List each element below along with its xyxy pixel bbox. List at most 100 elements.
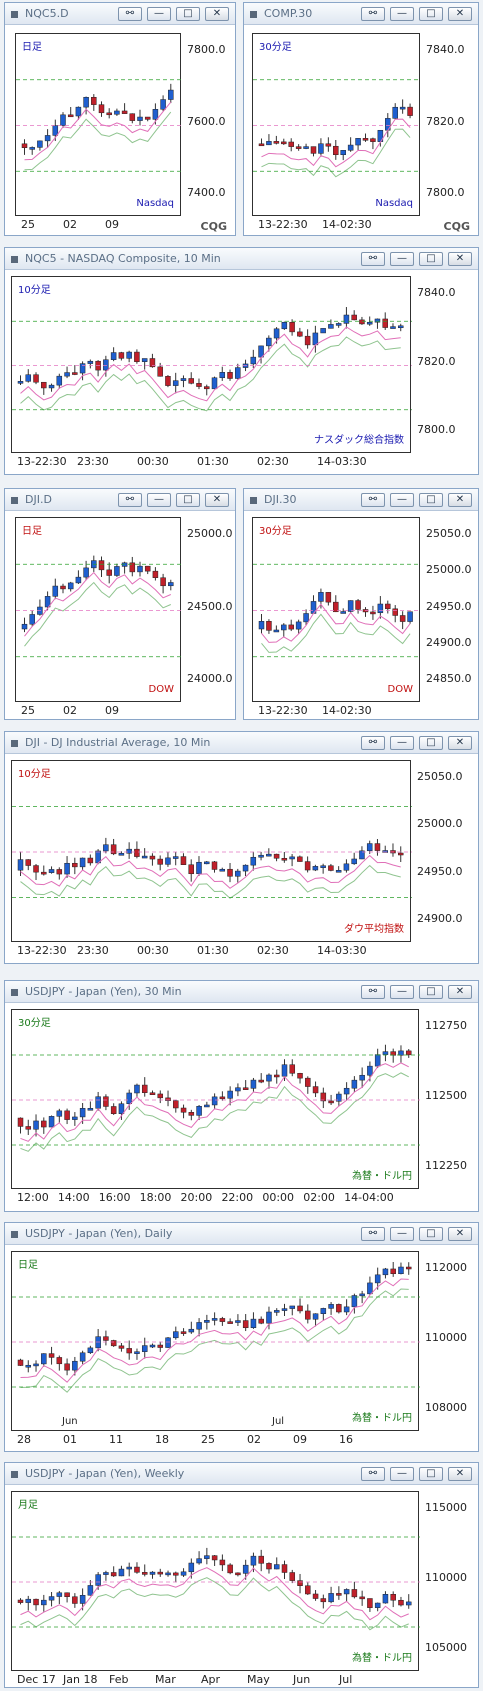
candle-body	[83, 96, 89, 108]
close-button[interactable]: ✕	[205, 7, 229, 21]
maximize-button[interactable]: □	[419, 1467, 443, 1481]
chart-window-w1[interactable]: NQC5.D ⚯ — □ ✕ 日足 Nasdaq 7800.0 7600.0 7400.0 25 02…	[4, 2, 236, 236]
chart-plot-area[interactable]: 日足 Nasdaq	[15, 33, 182, 216]
link-icon[interactable]: ⚯	[118, 7, 142, 21]
link-icon[interactable]: ⚯	[361, 1467, 385, 1481]
y-axis-tick: 112750	[425, 1019, 467, 1032]
minimize-button[interactable]: —	[390, 252, 414, 266]
window-menu-icon[interactable]	[11, 1471, 18, 1478]
window-menu-icon[interactable]	[11, 1231, 18, 1238]
chart-plot-area[interactable]: 30分足 為替・ドル円	[11, 1009, 420, 1189]
chart-window-w9[interactable]: USDJPY - Japan (Yen), Weekly ⚯ — □ ✕ 月足 為替・ドル円…	[4, 1462, 479, 1688]
candle-body	[17, 1117, 24, 1127]
window-menu-icon[interactable]	[11, 740, 18, 747]
window-title-bar[interactable]: NQC5 - NASDAQ Composite, 10 Min ⚯ — □ ✕	[5, 248, 478, 270]
minimize-button[interactable]: —	[390, 7, 414, 21]
link-icon[interactable]: ⚯	[361, 1227, 385, 1241]
window-menu-icon[interactable]	[11, 497, 18, 504]
candle-body	[325, 143, 332, 147]
close-button[interactable]: ✕	[448, 985, 472, 999]
minimize-button[interactable]: —	[390, 1467, 414, 1481]
candle-body	[227, 1564, 233, 1574]
candle-body	[397, 325, 404, 329]
link-icon[interactable]: ⚯	[361, 985, 385, 999]
candle-body	[250, 1079, 257, 1089]
y-axis-tick: 110000	[425, 1331, 467, 1344]
candle-body	[25, 1364, 32, 1368]
maximize-button[interactable]: □	[419, 252, 443, 266]
link-icon[interactable]: ⚯	[361, 252, 385, 266]
x-axis-tick: 02	[247, 1433, 261, 1446]
minimize-button[interactable]: —	[390, 985, 414, 999]
candle-body	[60, 585, 66, 590]
close-button[interactable]: ✕	[448, 736, 472, 750]
chart-plot-area[interactable]: 30分足 DOW	[252, 517, 421, 702]
chart-plot-area[interactable]: 10分足 ナスダック総合指数	[11, 276, 412, 453]
window-menu-icon[interactable]	[11, 256, 18, 263]
candle-body	[172, 856, 179, 859]
window-title-bar[interactable]: USDJPY - Japan (Yen), 30 Min ⚯ — □ ✕	[5, 981, 478, 1003]
maximize-button[interactable]: □	[419, 7, 443, 21]
chart-window-w4[interactable]: DJI.D ⚯ — □ ✕ 日足 DOW 25000.0 24500.0 24000.0 25 02 0…	[4, 488, 236, 720]
candle-body	[204, 1104, 210, 1108]
chart-window-w6[interactable]: DJI - DJ Industrial Average, 10 Min ⚯ — □ ✕ 1…	[4, 731, 479, 964]
minimize-button[interactable]: —	[390, 736, 414, 750]
moving-average-line	[24, 581, 171, 647]
chart-plot-area[interactable]: 10分足 ダウ平均指数	[11, 760, 412, 942]
y-axis-tick: 112500	[425, 1089, 467, 1102]
link-icon[interactable]: ⚯	[361, 493, 385, 507]
candle-body	[273, 853, 280, 859]
close-button[interactable]: ✕	[448, 7, 472, 21]
window-title-bar[interactable]: USDJPY - Japan (Yen), Weekly ⚯ — □ ✕	[5, 1463, 478, 1485]
chart-plot-area[interactable]: 30分足 Nasdaq	[252, 33, 421, 216]
chart-plot-area[interactable]: 月足 為替・ドル円	[11, 1491, 420, 1671]
timeframe-label: 月足	[18, 1500, 38, 1511]
link-icon[interactable]: ⚯	[361, 7, 385, 21]
window-title-bar[interactable]: NQC5.D ⚯ — □ ✕	[5, 3, 235, 25]
link-icon[interactable]: ⚯	[118, 493, 142, 507]
minimize-button[interactable]: —	[390, 1227, 414, 1241]
link-icon[interactable]: ⚯	[361, 736, 385, 750]
close-button[interactable]: ✕	[205, 493, 229, 507]
candle-body	[72, 862, 78, 868]
candle-body	[320, 1598, 327, 1603]
chart-plot-area[interactable]: 日足 DOW	[15, 517, 182, 702]
maximize-button[interactable]: □	[419, 736, 443, 750]
maximize-button[interactable]: □	[419, 1227, 443, 1241]
close-button[interactable]: ✕	[448, 1227, 472, 1241]
y-axis-tick: 7400.0	[187, 186, 226, 199]
minimize-button[interactable]: —	[147, 493, 171, 507]
window-title-bar[interactable]: COMP.30 ⚯ — □ ✕	[244, 3, 478, 25]
minimize-button[interactable]: —	[390, 493, 414, 507]
candle-body	[103, 1096, 109, 1107]
candle-body	[106, 112, 112, 116]
close-button[interactable]: ✕	[448, 1467, 472, 1481]
window-title-bar[interactable]: DJI.D ⚯ — □ ✕	[5, 489, 235, 511]
close-button[interactable]: ✕	[448, 493, 472, 507]
chart-window-w2[interactable]: COMP.30 ⚯ — □ ✕ 30分足 Nasdaq 7840.0 7820.0 7800.0 1…	[243, 2, 479, 236]
chart-plot-area[interactable]: 日足 為替・ドル円 Jun Jul	[11, 1251, 420, 1431]
maximize-button[interactable]: □	[176, 7, 200, 21]
candle-body	[258, 1318, 264, 1324]
window-menu-icon[interactable]	[11, 989, 18, 996]
candle-body	[25, 1126, 32, 1130]
candle-body	[392, 608, 398, 616]
window-menu-icon[interactable]	[250, 497, 257, 504]
window-title-bar[interactable]: DJI.30 ⚯ — □ ✕	[244, 489, 478, 511]
candle-body	[165, 1097, 171, 1101]
chart-window-w3[interactable]: NQC5 - NASDAQ Composite, 10 Min ⚯ — □ ✕ 10分足ナ…	[4, 247, 479, 475]
chart-window-w8[interactable]: USDJPY - Japan (Yen), Daily ⚯ — □ ✕ 日足 為替・ドル円 J…	[4, 1222, 479, 1452]
minimize-button[interactable]: —	[147, 7, 171, 21]
x-axis-month: Jun	[62, 1416, 78, 1427]
window-title-bar[interactable]: USDJPY - Japan (Yen), Daily ⚯ — □ ✕	[5, 1223, 478, 1245]
maximize-button[interactable]: □	[176, 493, 200, 507]
maximize-button[interactable]: □	[419, 493, 443, 507]
window-menu-icon[interactable]	[11, 11, 18, 18]
window-menu-icon[interactable]	[250, 11, 257, 18]
chart-window-w7[interactable]: USDJPY - Japan (Yen), 30 Min ⚯ — □ ✕ 30分足 為替・ド…	[4, 980, 479, 1212]
close-button[interactable]: ✕	[448, 252, 472, 266]
window-title-bar[interactable]: DJI - DJ Industrial Average, 10 Min ⚯ — □ ✕	[5, 732, 478, 754]
maximize-button[interactable]: □	[419, 985, 443, 999]
chart-window-w5[interactable]: DJI.30 ⚯ — □ ✕ 30分足 DOW 25050.0 25000.0 24950.0 24…	[243, 488, 479, 720]
candlestick-chart	[12, 806, 412, 899]
